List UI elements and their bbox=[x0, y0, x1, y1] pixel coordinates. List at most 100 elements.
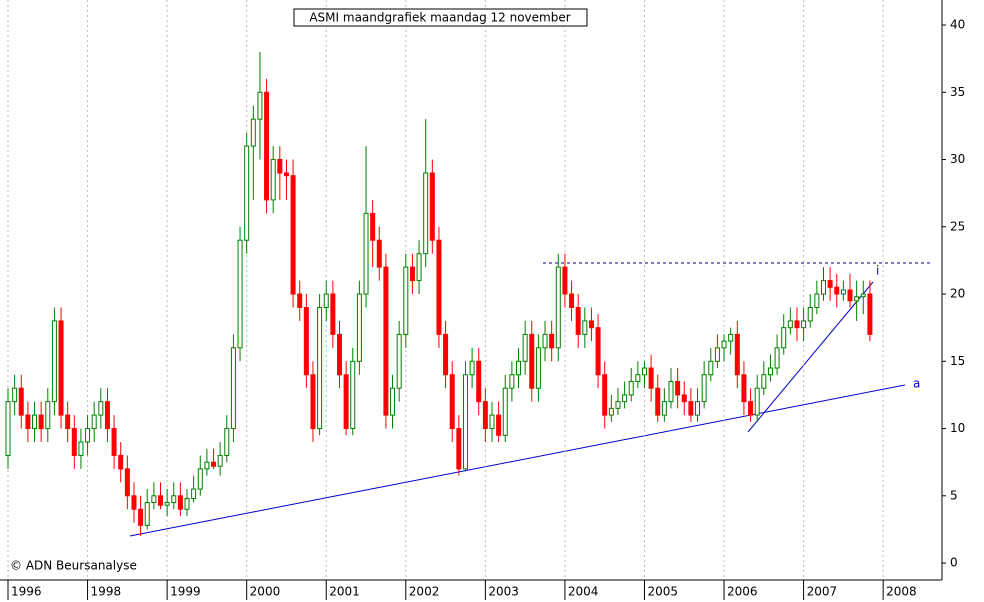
candle-body bbox=[45, 401, 51, 430]
candle-body bbox=[695, 401, 701, 416]
y-tick-label: 0 bbox=[950, 556, 958, 570]
candle-body bbox=[602, 374, 608, 416]
candle-body bbox=[356, 293, 362, 362]
candle-body bbox=[12, 387, 18, 403]
candle-body bbox=[661, 401, 667, 416]
candle-body bbox=[714, 347, 720, 362]
trend-line bbox=[747, 281, 874, 433]
candle-body bbox=[741, 374, 747, 403]
y-tick-label: 15 bbox=[950, 354, 965, 368]
candle-body bbox=[827, 280, 833, 288]
candle-body bbox=[496, 414, 502, 436]
candle-body bbox=[569, 293, 575, 308]
support-line bbox=[129, 384, 906, 537]
x-tick-label: 1998 bbox=[91, 585, 122, 599]
chart-title: ASMI maandgrafiek maandag 12 november bbox=[309, 11, 570, 25]
x-tick-label: 1999 bbox=[170, 585, 201, 599]
candle-body bbox=[403, 266, 409, 335]
y-tick-label: 30 bbox=[950, 152, 965, 166]
candle-body bbox=[854, 296, 860, 302]
candle-body bbox=[204, 461, 210, 470]
candle-body bbox=[549, 333, 555, 349]
candle-body bbox=[138, 508, 144, 526]
candle-body bbox=[65, 414, 71, 430]
candle-body bbox=[655, 387, 661, 416]
candle-body bbox=[25, 414, 31, 430]
candle-body bbox=[787, 320, 793, 329]
candle-body bbox=[290, 175, 296, 295]
candle-body bbox=[482, 401, 488, 430]
candle-body bbox=[807, 306, 813, 322]
candle-body bbox=[197, 468, 203, 490]
candle-body bbox=[443, 333, 449, 376]
x-tick-label: 2002 bbox=[409, 585, 440, 599]
candle-body bbox=[449, 374, 455, 430]
candle-body bbox=[489, 414, 495, 430]
candle-body bbox=[184, 497, 190, 510]
candle-body bbox=[104, 401, 110, 430]
candle-body bbox=[867, 293, 873, 335]
candle-body bbox=[118, 454, 124, 470]
plot: 0 5 10 15 20 25 30 35 40 1996 1998 1999 2000 2001 2002… bbox=[5, 0, 965, 600]
x-tick-label: 1996 bbox=[11, 585, 42, 599]
candle-body bbox=[794, 320, 800, 329]
y-tick-label: 35 bbox=[950, 85, 965, 99]
candle-body bbox=[217, 454, 223, 467]
candle-body bbox=[224, 428, 230, 456]
candle-body bbox=[708, 360, 714, 376]
x-tick-label: 2007 bbox=[807, 585, 838, 599]
candle-body bbox=[85, 428, 91, 443]
candle-body bbox=[71, 428, 77, 456]
x-tick-label: 2001 bbox=[329, 585, 360, 599]
candle-body bbox=[588, 320, 594, 329]
candle-body bbox=[582, 320, 588, 335]
candle-body bbox=[575, 306, 581, 335]
candle-body bbox=[51, 320, 57, 403]
candle-body bbox=[701, 374, 707, 403]
candle-body bbox=[675, 380, 681, 396]
candle-body bbox=[860, 293, 866, 298]
candle-body bbox=[151, 495, 157, 504]
candle-body bbox=[38, 414, 44, 430]
candle-body bbox=[250, 118, 256, 147]
candle-body bbox=[396, 333, 402, 389]
candle-body bbox=[124, 468, 130, 497]
y-tick-label: 25 bbox=[950, 219, 965, 233]
candle-body bbox=[303, 306, 309, 376]
candle-body bbox=[688, 401, 694, 416]
candle-body bbox=[191, 488, 197, 499]
y-tick-label: 40 bbox=[950, 18, 965, 32]
candle-body bbox=[555, 266, 561, 349]
candle-body bbox=[834, 286, 840, 295]
y-tick-label: 5 bbox=[950, 488, 958, 502]
candle-body bbox=[529, 333, 535, 389]
candle-body bbox=[177, 495, 183, 510]
y-tick-label: 10 bbox=[950, 421, 965, 435]
candle-body bbox=[230, 347, 236, 430]
candle-body bbox=[814, 293, 820, 308]
candle-body bbox=[668, 380, 674, 403]
line-label: i bbox=[876, 264, 879, 278]
title-box bbox=[293, 8, 588, 27]
candle-body bbox=[754, 387, 760, 416]
candle-body bbox=[476, 360, 482, 403]
candle-body bbox=[277, 159, 283, 174]
candle-body bbox=[171, 495, 177, 504]
candle-body bbox=[509, 374, 515, 389]
candle-body bbox=[423, 172, 429, 255]
candle-body bbox=[648, 367, 654, 389]
candle-body bbox=[257, 91, 263, 120]
x-tick-label: 2005 bbox=[647, 585, 678, 599]
copyright: © ADN Beursanalyse bbox=[10, 559, 137, 573]
candle-body bbox=[436, 239, 442, 335]
candle-body bbox=[801, 320, 807, 329]
candle-body bbox=[628, 380, 634, 396]
candle-body bbox=[317, 306, 323, 430]
candle-body bbox=[78, 441, 84, 456]
candle-body bbox=[164, 502, 170, 506]
candle-body bbox=[323, 293, 329, 308]
candle-body bbox=[522, 333, 528, 362]
candle-body bbox=[456, 428, 462, 470]
candle-body bbox=[635, 374, 641, 382]
